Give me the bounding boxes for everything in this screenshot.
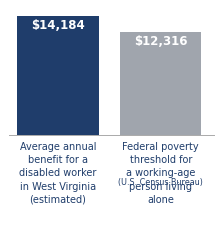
Text: Average annual
benefit for a
disabled worker
in West Virginia
(estimated): Average annual benefit for a disabled wo… xyxy=(19,142,97,205)
Text: (U.S. Census Bureau): (U.S. Census Bureau) xyxy=(118,178,203,187)
Text: $12,316: $12,316 xyxy=(134,35,188,48)
Bar xyxy=(17,16,99,135)
Text: Federal poverty
threshold for
a working-age
person living
alone: Federal poverty threshold for a working-… xyxy=(122,142,199,205)
Bar xyxy=(120,32,201,135)
Text: $14,184: $14,184 xyxy=(31,19,85,32)
